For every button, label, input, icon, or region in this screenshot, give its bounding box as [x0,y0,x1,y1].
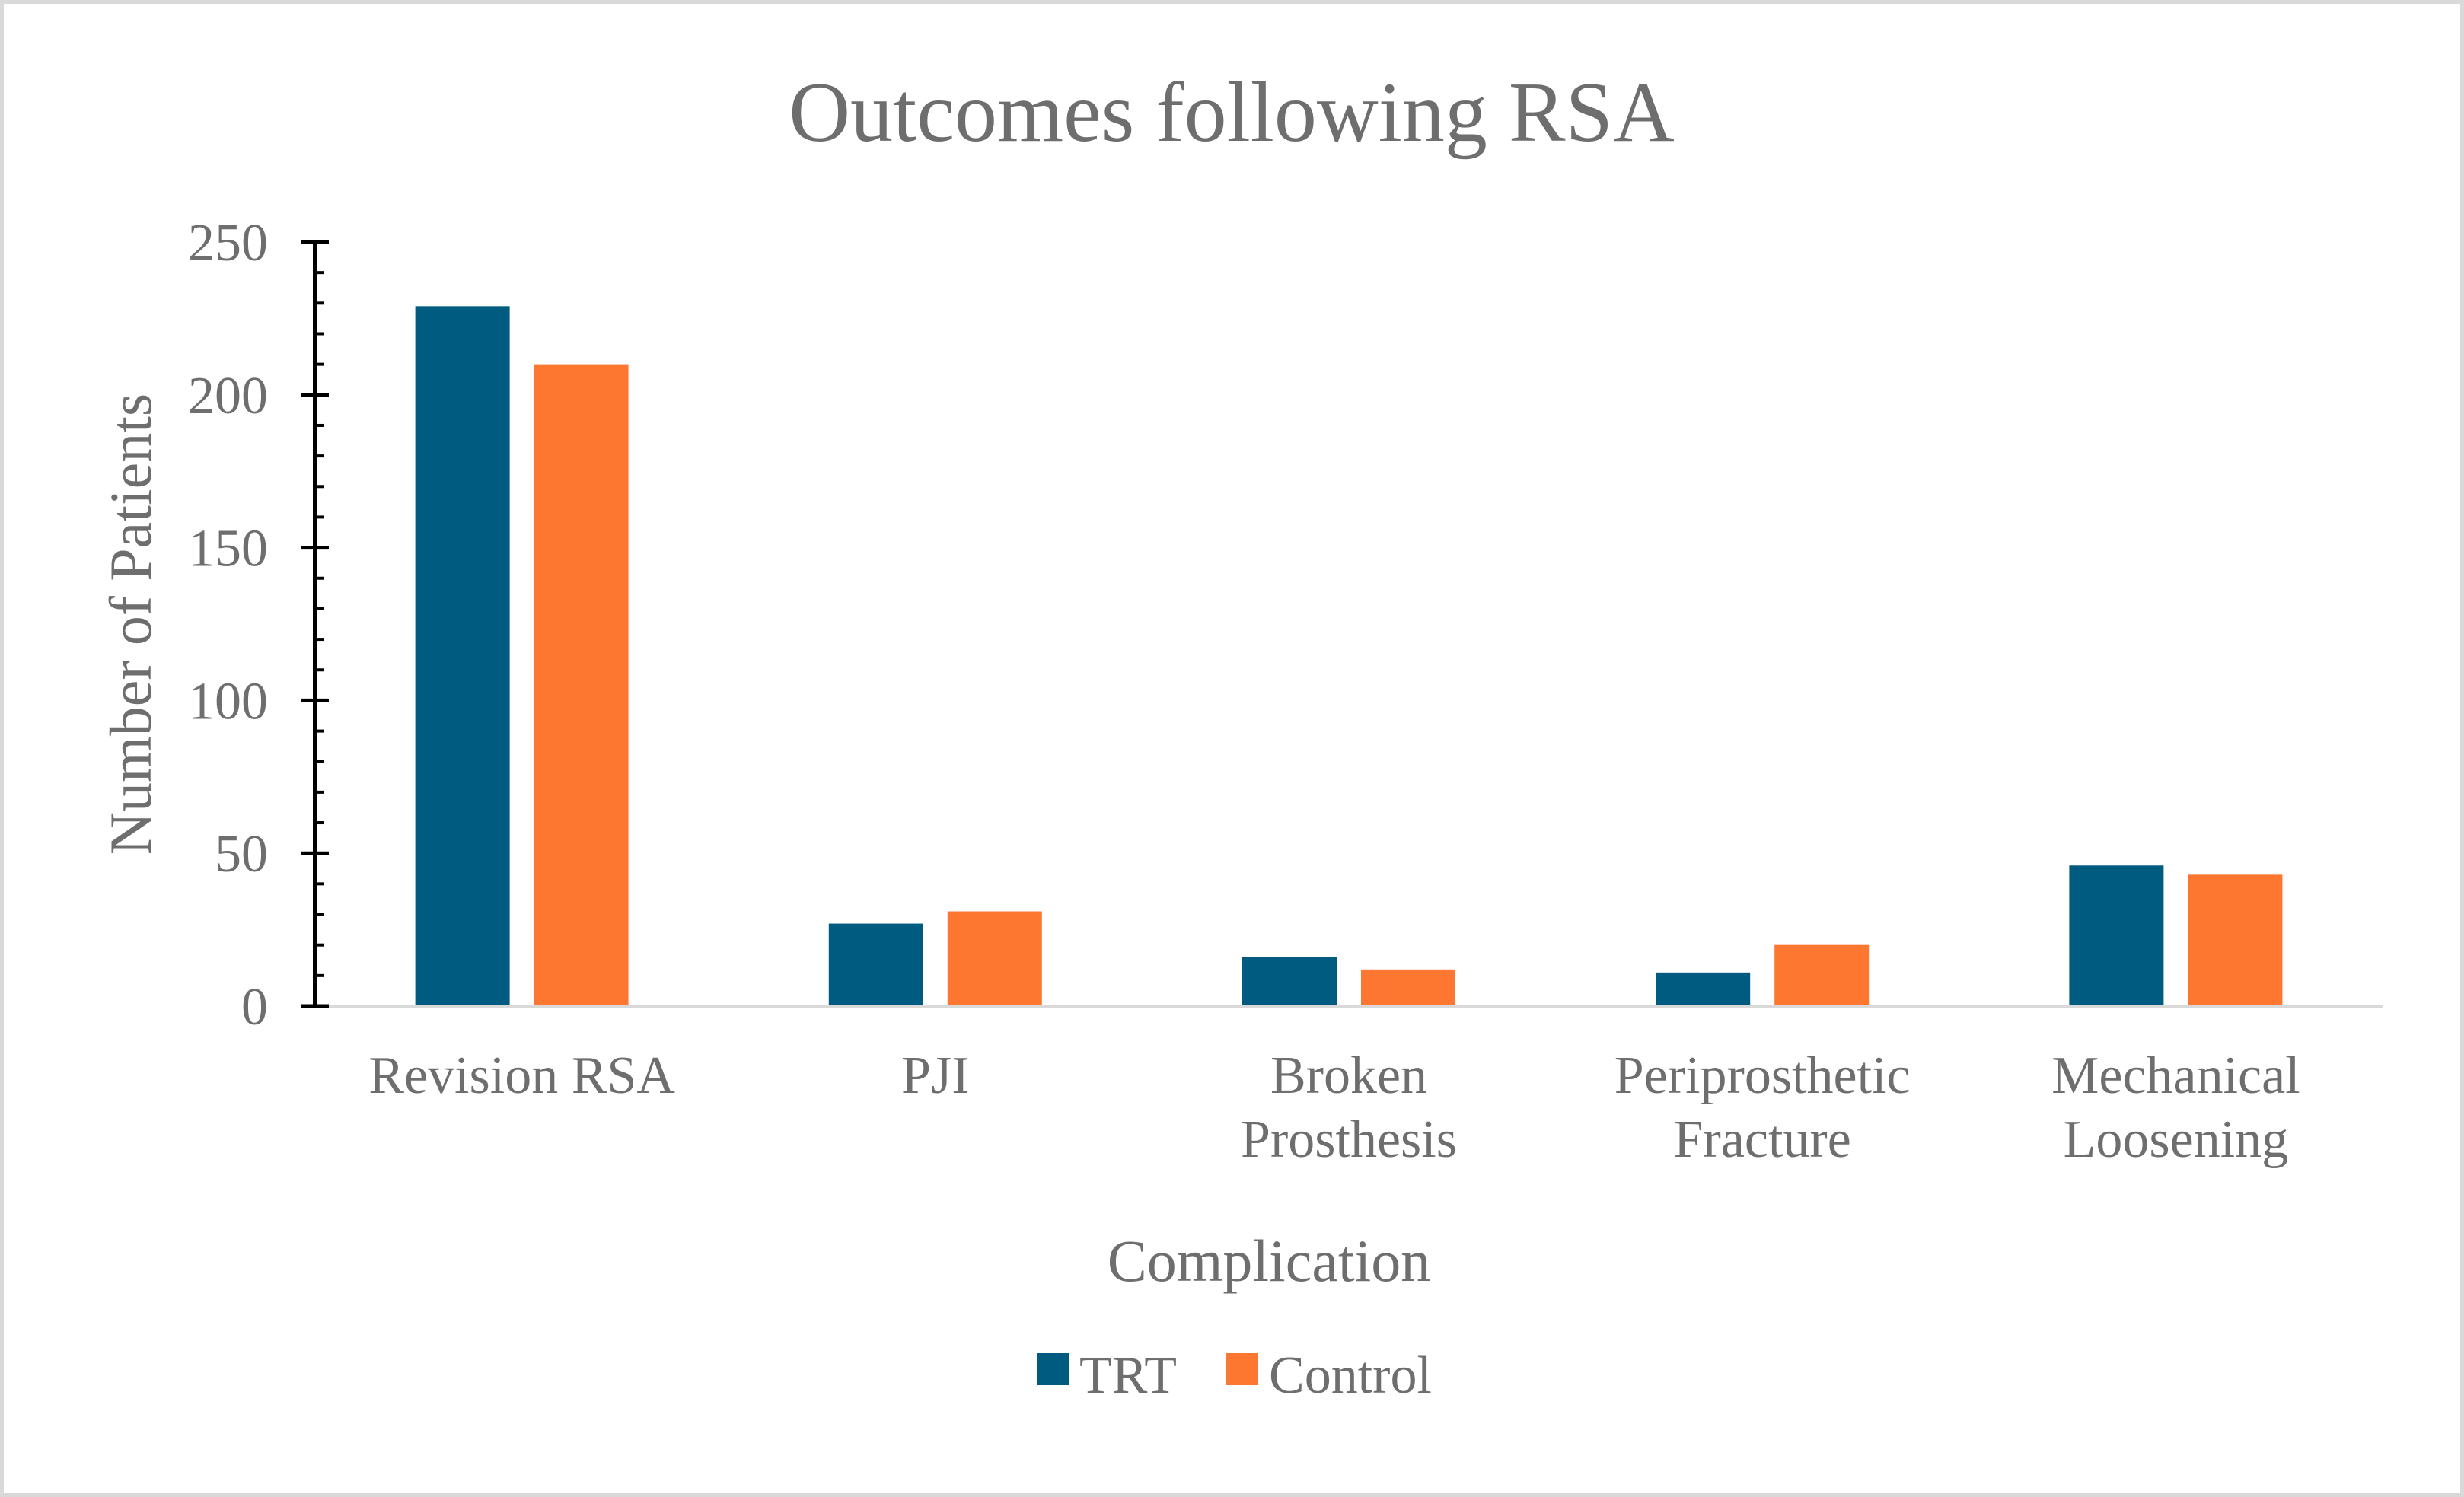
y-tick-label: 0 [241,978,268,1037]
axes-group [301,240,2383,1008]
x-category-label: Revision RSA [368,1046,675,1105]
y-tick-label: 150 [188,520,268,578]
y-tick-label: 200 [188,367,268,425]
legend-label-trt: TRT [1079,1346,1177,1405]
bar-control-3 [1774,944,1870,1006]
bar-control-0 [534,364,629,1006]
chart-title: Outcomes following RSA [789,65,1675,160]
x-category-label: Periprosthetic [1615,1046,1911,1105]
legend-swatch-control [1226,1353,1258,1385]
legend-label-control: Control [1269,1346,1432,1405]
x-category-label: Mechanical [2051,1046,2300,1105]
bars-group [415,306,2283,1006]
legend: TRT Control [1037,1346,1432,1405]
bar-trt-4 [2069,865,2164,1006]
bar-trt-3 [1656,972,1751,1006]
x-category-label: Loosening [2064,1110,2289,1169]
x-category-label: PJI [901,1046,969,1105]
bar-trt-1 [828,923,923,1006]
bar-control-2 [1361,969,1455,1006]
x-axis-title: Complication [1108,1228,1431,1294]
legend-swatch-trt [1037,1353,1069,1385]
y-tick-label: 250 [188,214,268,272]
bar-trt-2 [1242,957,1337,1006]
x-category-label: Prosthesis [1241,1110,1457,1169]
bar-control-4 [2188,874,2283,1006]
x-category-label: Fracture [1674,1110,1851,1169]
y-tick-label: 100 [188,672,268,731]
y-axis-title: Number of Patients [97,393,164,855]
y-tick-label: 50 [215,825,268,884]
bar-control-1 [947,911,1042,1006]
bar-trt-0 [415,306,510,1006]
x-category-label: Broken [1270,1046,1427,1105]
y-ticks-group: 0 50 100 150 200 250 [188,214,268,1037]
